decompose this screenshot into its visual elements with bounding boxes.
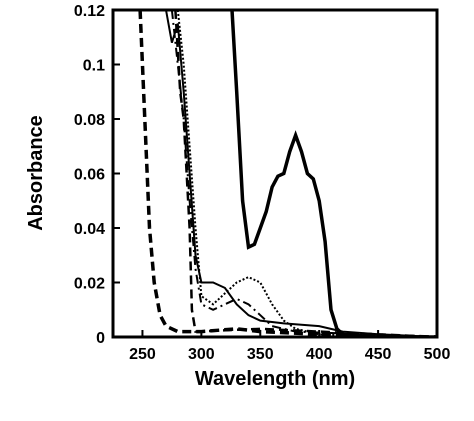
x-tick-label: 350 (247, 346, 274, 363)
spectrum-line (174, 10, 437, 337)
spectrum-line (138, 10, 437, 337)
y-tick-label: 0 (96, 330, 105, 347)
x-tick-label: 300 (188, 346, 215, 363)
spectrum-line (176, 10, 437, 337)
x-tick-label: 250 (129, 346, 156, 363)
x-tick-label: 400 (306, 346, 333, 363)
spectrum-line (170, 10, 437, 337)
y-tick-label: 0.04 (74, 221, 105, 238)
plot-frame (111, 8, 439, 339)
spectrum-line (165, 10, 437, 337)
x-tick-label: 450 (365, 346, 392, 363)
y-tick-label: 0.12 (74, 3, 105, 20)
y-tick-label: 0.02 (74, 276, 105, 293)
spectrum-line (230, 10, 437, 337)
x-tick-label: 500 (424, 346, 451, 363)
y-tick-label: 0.08 (74, 112, 105, 129)
x-axis-label: Wavelength (nm) (195, 368, 355, 390)
y-tick-label: 0.06 (74, 167, 105, 184)
y-axis-label: Absorbance (25, 115, 47, 231)
y-tick-label: 0.1 (83, 58, 105, 75)
